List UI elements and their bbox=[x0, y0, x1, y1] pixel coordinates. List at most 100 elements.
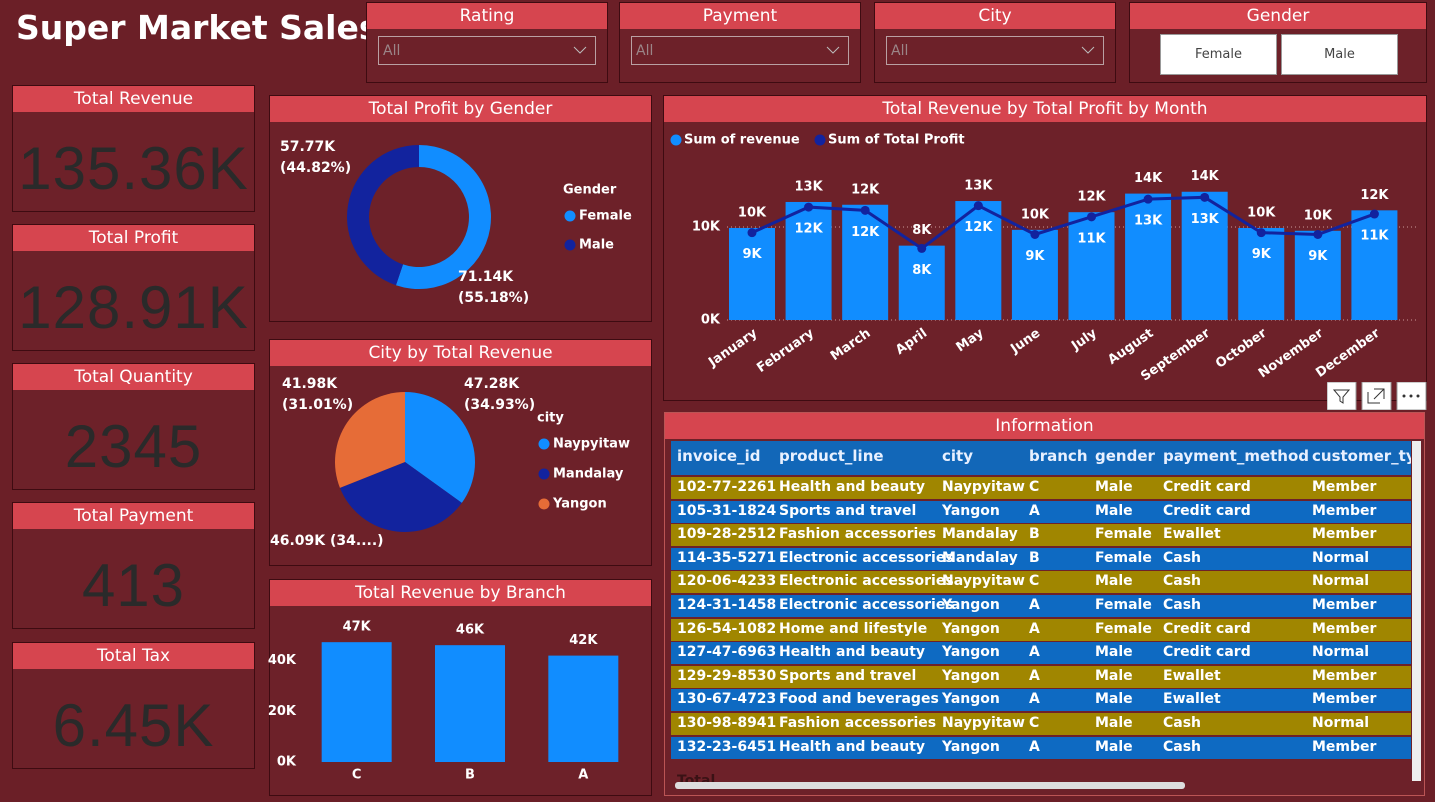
table-panel: Information invoice_id product_line city br… bbox=[664, 412, 1425, 796]
table-cell: 132-23-6451 bbox=[677, 738, 777, 755]
data-label: 13K bbox=[1191, 212, 1220, 227]
data-label: 71.14K (55.18%) bbox=[458, 269, 530, 306]
data-label: 8K bbox=[912, 263, 932, 278]
dropdown[interactable]: All bbox=[631, 36, 849, 65]
slicer[interactable]: Gender Female Male bbox=[1129, 2, 1427, 83]
chart-title: Total Revenue by Branch bbox=[270, 580, 651, 606]
kpi-value: 2345 bbox=[64, 413, 203, 480]
data-label: 47K bbox=[343, 620, 372, 635]
table-row bbox=[671, 689, 1411, 712]
visual-header bbox=[1326, 381, 1427, 414]
table-cell: Food and beverages bbox=[779, 691, 939, 708]
kpi-label: Total Tax bbox=[13, 643, 254, 669]
x-tick-label: June bbox=[1007, 326, 1043, 357]
kpi-label: Total Profit bbox=[13, 225, 254, 251]
table-cell: Male bbox=[1095, 667, 1133, 684]
dropdown-value: All bbox=[891, 43, 909, 59]
bar bbox=[435, 645, 505, 762]
scrollbar[interactable] bbox=[675, 782, 1185, 789]
slicer[interactable]: Payment All bbox=[619, 2, 861, 83]
legend-label: Yangon bbox=[552, 497, 607, 512]
chart-title: Total Revenue by Total Profit by Month bbox=[664, 96, 1426, 122]
table-cell: Yangon bbox=[942, 644, 1000, 661]
table-cell: Yangon bbox=[942, 667, 1000, 684]
bar bbox=[1238, 227, 1285, 320]
dropdown[interactable]: All bbox=[886, 36, 1104, 65]
kpi-label: Total Quantity bbox=[13, 364, 254, 390]
table-cell: Health and beauty bbox=[779, 738, 926, 755]
data-label: 13K bbox=[794, 179, 823, 194]
chevron bbox=[826, 46, 840, 54]
column-header: branch bbox=[1029, 447, 1088, 465]
table-cell: A bbox=[1029, 620, 1040, 637]
line-marker bbox=[1087, 212, 1096, 222]
table-cell: Sports and travel bbox=[779, 667, 917, 684]
legend-marker bbox=[538, 498, 550, 510]
kpi-value: 128.91K bbox=[18, 274, 249, 341]
slicer[interactable]: Rating All bbox=[366, 2, 608, 83]
data-label: 12K bbox=[1077, 190, 1106, 205]
table-cell: A bbox=[1029, 691, 1040, 708]
x-tick-label: May bbox=[954, 326, 987, 356]
legend-marker bbox=[670, 134, 682, 146]
dropdown-value: All bbox=[383, 43, 401, 59]
table-cell: A bbox=[1029, 738, 1040, 755]
option-button[interactable]: Male bbox=[1281, 34, 1398, 75]
x-tick-label: C bbox=[352, 768, 362, 783]
line-marker bbox=[1313, 229, 1323, 239]
bar bbox=[785, 201, 832, 320]
data-label: 9K bbox=[1308, 249, 1328, 264]
data-label: 10K bbox=[738, 205, 767, 220]
column-header: invoice_id bbox=[677, 447, 761, 465]
column-header: product_line bbox=[779, 447, 884, 465]
data-label: 47.28K (34.93%) bbox=[464, 376, 536, 413]
chevron bbox=[573, 46, 587, 54]
table-cell: Cash bbox=[1163, 715, 1202, 731]
bar bbox=[548, 655, 619, 762]
table-cell: Female bbox=[1095, 620, 1152, 637]
visual-icons[interactable] bbox=[1326, 381, 1427, 411]
table-cell: Male bbox=[1095, 644, 1133, 661]
data-label: 12K bbox=[794, 222, 823, 237]
table-cell: Credit card bbox=[1163, 479, 1251, 495]
dropdown[interactable]: All bbox=[378, 36, 596, 65]
table-cell: Credit card bbox=[1163, 620, 1251, 637]
table-row bbox=[671, 618, 1411, 641]
table-cell: Ewallet bbox=[1163, 526, 1221, 543]
table-cell: C bbox=[1029, 479, 1040, 495]
option-button[interactable]: Female bbox=[1160, 34, 1277, 75]
table-cell: Normal bbox=[1312, 644, 1370, 661]
table-row bbox=[671, 547, 1411, 570]
table-cell: 130-98-8941 bbox=[677, 715, 777, 731]
data-label: 46K bbox=[456, 623, 485, 638]
header-row bbox=[671, 441, 1411, 475]
table-cell: Credit card bbox=[1163, 644, 1251, 661]
slicer[interactable]: City All bbox=[874, 2, 1116, 83]
table-cell: Member bbox=[1312, 526, 1377, 543]
scrollbar[interactable] bbox=[1412, 441, 1421, 781]
legend-title: Gender bbox=[563, 183, 617, 198]
y-tick-label: 20K bbox=[268, 704, 297, 719]
table-cell: Member bbox=[1312, 502, 1377, 519]
data-label: 14K bbox=[1134, 171, 1163, 186]
kpi-value: 413 bbox=[81, 552, 186, 619]
x-tick-label: December bbox=[1313, 326, 1383, 381]
line-marker bbox=[747, 228, 757, 238]
slice bbox=[395, 145, 492, 289]
slice bbox=[405, 392, 476, 503]
table-cell: Normal bbox=[1312, 715, 1370, 731]
table-cell: Member bbox=[1312, 691, 1377, 708]
table-cell: Cash bbox=[1163, 597, 1202, 613]
table-cell: Naypyitaw bbox=[942, 715, 1025, 731]
table-cell: Fashion accessories bbox=[779, 715, 937, 731]
table-cell: 129-29-8530 bbox=[677, 667, 777, 684]
slice bbox=[335, 392, 405, 488]
line-marker bbox=[804, 202, 814, 212]
slice bbox=[339, 462, 462, 533]
data-label: 12K bbox=[1360, 188, 1389, 203]
table-cell: Male bbox=[1095, 715, 1133, 731]
table-cell: Male bbox=[1095, 738, 1133, 755]
data-label: 46.09K (34....) bbox=[270, 533, 384, 549]
